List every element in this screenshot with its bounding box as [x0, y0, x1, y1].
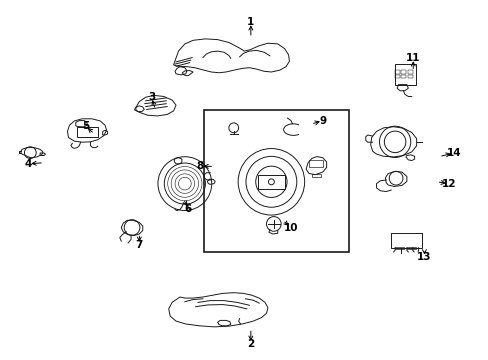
Bar	[407, 70, 412, 74]
Text: 6: 6	[184, 204, 191, 214]
Text: 3: 3	[148, 92, 155, 102]
Text: 10: 10	[283, 222, 298, 233]
Bar	[394, 64, 415, 85]
Bar	[401, 70, 406, 74]
Bar	[77, 127, 98, 137]
Text: 8: 8	[197, 161, 203, 171]
Text: 5: 5	[82, 121, 89, 131]
Text: 1: 1	[247, 17, 254, 27]
Text: 13: 13	[416, 252, 431, 262]
Bar	[311, 174, 320, 177]
Text: 4: 4	[24, 159, 32, 169]
Text: 11: 11	[405, 53, 420, 63]
Bar	[390, 233, 421, 248]
Bar	[257, 175, 285, 189]
Text: 14: 14	[446, 148, 460, 158]
Bar	[394, 247, 403, 249]
Bar	[394, 70, 399, 74]
Text: 2: 2	[247, 339, 254, 349]
Text: 9: 9	[319, 116, 325, 126]
Bar	[406, 247, 415, 249]
Bar	[204, 110, 348, 252]
Bar	[401, 75, 406, 78]
Text: 12: 12	[441, 179, 455, 189]
Text: 7: 7	[135, 240, 143, 250]
Bar	[308, 160, 322, 167]
Bar	[407, 75, 412, 78]
Bar	[394, 75, 399, 78]
